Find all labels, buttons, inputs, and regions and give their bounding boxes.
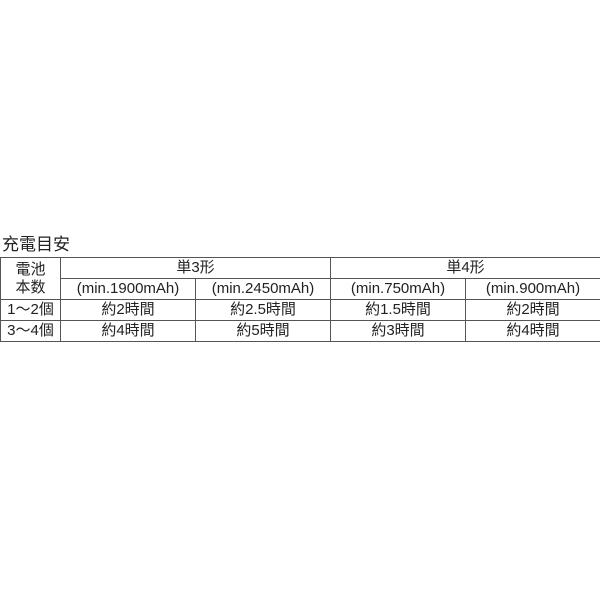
charging-time-table: 電池 本数 単3形 単4形 (min.1900mAh) (min.2450mAh… <box>0 257 600 342</box>
group-header-0: 単3形 <box>61 258 331 279</box>
table-header-row-2: (min.1900mAh) (min.2450mAh) (min.750mAh)… <box>1 279 600 300</box>
table-cell: 約2.5時間 <box>196 300 331 321</box>
table-header-row-1: 電池 本数 単3形 単4形 <box>1 258 600 279</box>
table-row: 3～4個 約4時間 約5時間 約3時間 約4時間 <box>1 321 600 342</box>
table-container: 充電目安 電池 本数 単3形 単4形 (min.1900mAh) (min.24… <box>0 230 600 342</box>
row-header-line1: 電池 <box>15 261 45 278</box>
row-header-line2: 本数 <box>15 279 45 296</box>
table-cell: 約4時間 <box>61 321 196 342</box>
sub-header-0: (min.1900mAh) <box>61 279 196 300</box>
row-header-label: 電池 本数 <box>1 258 61 300</box>
sub-header-3: (min.900mAh) <box>466 279 600 300</box>
table-cell: 約5時間 <box>196 321 331 342</box>
table-cell: 約2時間 <box>466 300 600 321</box>
sub-header-2: (min.750mAh) <box>331 279 466 300</box>
table-row: 1～2個 約2時間 約2.5時間 約1.5時間 約2時間 <box>1 300 600 321</box>
group-header-1: 単4形 <box>331 258 600 279</box>
table-title: 充電目安 <box>2 230 600 255</box>
table-cell: 約3時間 <box>331 321 466 342</box>
row-label: 1～2個 <box>1 300 61 321</box>
table-cell: 約2時間 <box>61 300 196 321</box>
table-cell: 約1.5時間 <box>331 300 466 321</box>
row-label: 3～4個 <box>1 321 61 342</box>
sub-header-1: (min.2450mAh) <box>196 279 331 300</box>
table-cell: 約4時間 <box>466 321 600 342</box>
